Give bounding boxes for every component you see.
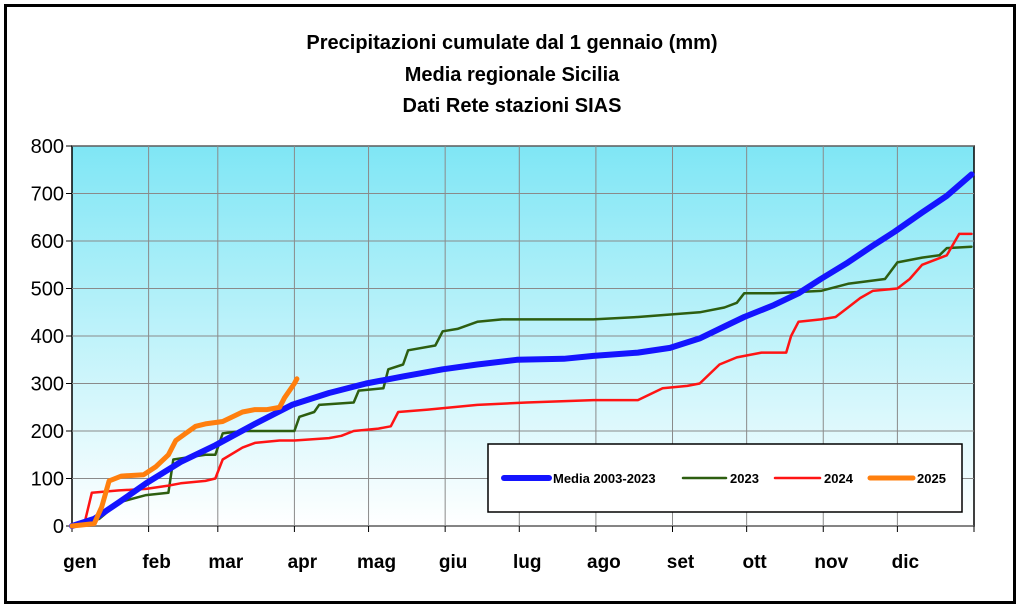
- x-tick-label: set: [667, 552, 695, 573]
- x-tick-label: giu: [439, 552, 468, 573]
- legend-label-2025: 2025: [917, 471, 946, 486]
- series-line-2023: [70, 245, 973, 528]
- y-tick-label: 600: [31, 231, 64, 253]
- x-tick-label: apr: [288, 552, 318, 573]
- axes: 0 100 200 300 400 500 600 700 800 gen feb mar apr mag…: [31, 136, 975, 573]
- y-tick-label: 700: [31, 184, 64, 206]
- x-tick-label: gen: [63, 552, 97, 573]
- legend: Media 2003-2023 2023 2024 2025: [487, 443, 963, 513]
- x-tick-label: dic: [892, 552, 920, 573]
- x-tick-label: ott: [743, 552, 768, 573]
- y-tick-label: 800: [31, 136, 64, 158]
- y-tick-label: 500: [31, 279, 64, 301]
- series-line-media-2003-2023: [69, 171, 975, 529]
- x-tick-label: mag: [357, 552, 396, 573]
- y-tick-label: 400: [31, 326, 64, 348]
- y-tick-label: 0: [53, 516, 64, 538]
- x-tick-label: nov: [814, 552, 848, 573]
- x-tick-label: lug: [513, 552, 542, 573]
- x-tick-label: feb: [142, 552, 171, 573]
- legend-label-2023: 2023: [730, 471, 759, 486]
- series-lines: [69, 171, 975, 529]
- y-tick-label: 300: [31, 374, 64, 396]
- y-tick-label: 200: [31, 421, 64, 443]
- x-tick-label: ago: [587, 552, 621, 573]
- series-line-2024: [70, 232, 973, 528]
- x-tick-label: mar: [208, 552, 243, 573]
- y-tick-label: 100: [31, 469, 64, 491]
- series-line-2025: [69, 376, 300, 529]
- legend-label-media-2003-2023: Media 2003-2023: [553, 471, 656, 486]
- legend-label-2024: 2024: [824, 471, 854, 486]
- chart-subtitle-source: Dati Rete stazioni SIAS: [402, 95, 622, 117]
- chart-title: Precipitazioni cumulate dal 1 gennaio (m…: [306, 32, 718, 54]
- chart-subtitle-region: Media regionale Sicilia: [404, 64, 620, 86]
